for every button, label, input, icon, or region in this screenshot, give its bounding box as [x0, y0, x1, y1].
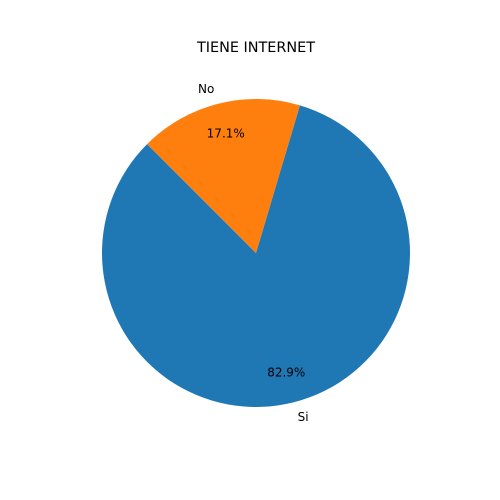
- pie-slice-no: [147, 99, 300, 253]
- slice-pct-label-no: 17.1%: [207, 127, 245, 141]
- chart-title: TIENE INTERNET: [196, 40, 315, 56]
- slice-label-no: No: [198, 82, 214, 96]
- slice-pct-label-si: 82.9%: [267, 365, 305, 379]
- pie-labels: Si 82.9% No 17.1%: [198, 82, 309, 424]
- pie-slices: [102, 99, 411, 407]
- pie-slice-si: [102, 105, 411, 407]
- slice-label-si: Si: [298, 410, 309, 424]
